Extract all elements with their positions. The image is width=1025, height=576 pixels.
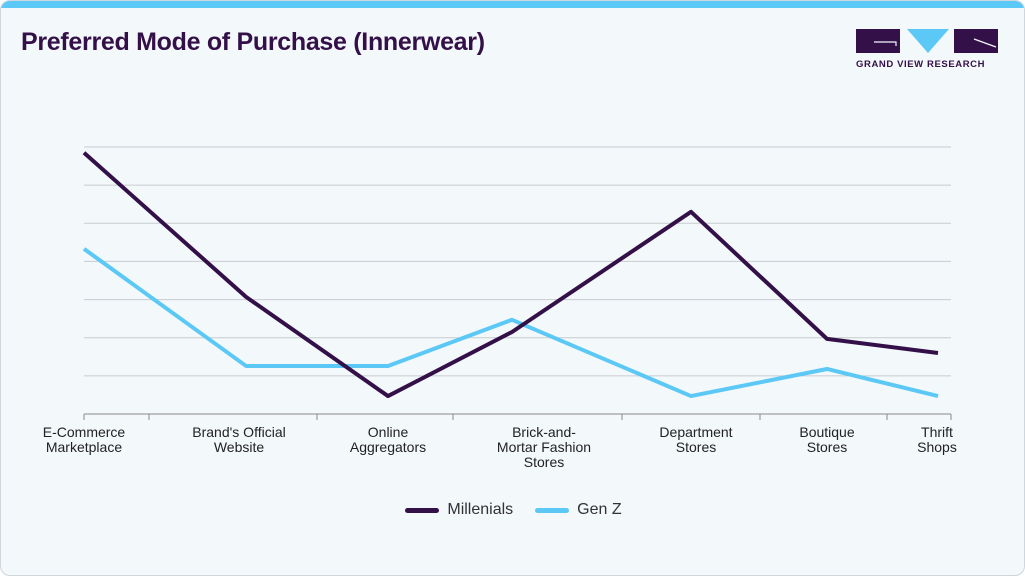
x-tick-label-line: Department — [659, 424, 732, 440]
grand-view-research-logo: GRAND VIEW RESEARCH — [856, 29, 998, 70]
x-tick-label-line: E-Commerce — [43, 424, 126, 440]
legend-item-gen-z: Gen Z — [535, 501, 622, 519]
x-tick-label: Online Aggregators — [350, 424, 426, 455]
x-tick-label: Brand's Official Website — [192, 424, 285, 455]
x-tick-label-line: Shops — [917, 439, 957, 455]
x-tick-label-line: Boutique — [799, 424, 854, 440]
accent-bar — [1, 1, 1024, 8]
chart-title: Preferred Mode of Purchase (Innerwear) — [21, 28, 485, 56]
x-tick-label-line: Marketplace — [46, 439, 122, 455]
x-tick-label: Department Stores — [659, 424, 732, 455]
legend-label: Gen Z — [577, 501, 622, 518]
gvr-logo-icon — [856, 29, 998, 53]
x-tick-label-line: Website — [214, 439, 265, 455]
x-tick-label: Brick-and-Mortar Fashion Stores — [497, 424, 591, 470]
legend-swatch-millenials — [405, 507, 440, 513]
x-tick-label: Boutique Stores — [799, 424, 854, 455]
legend-swatch-gen-z — [535, 507, 570, 513]
legend-label: Millenials — [447, 501, 514, 518]
x-tick-label: E-Commerce Marketplace — [43, 424, 126, 455]
logo-text: GRAND VIEW RESEARCH — [856, 59, 986, 70]
legend-item-millenials: Millenials — [405, 501, 513, 519]
x-tick-label-line: Stores — [676, 439, 716, 455]
x-tick-label-line: Brick-and- — [512, 424, 576, 440]
x-tick-label-line: Stores — [807, 439, 847, 455]
x-tick-label-line: Aggregators — [350, 439, 426, 455]
x-tick-label-line: Online — [368, 424, 409, 440]
x-tick-label-line: Brand's Official — [192, 424, 285, 440]
legend: Millenials Gen Z — [1, 501, 1024, 519]
x-tick-label-line: Thrift — [921, 424, 953, 440]
series-line-millenials — [82, 151, 939, 399]
x-tick-label-line: Stores — [524, 454, 564, 470]
x-tick-label-line: Mortar Fashion — [497, 439, 591, 455]
x-tick-label: Thrift Shops — [917, 424, 957, 455]
